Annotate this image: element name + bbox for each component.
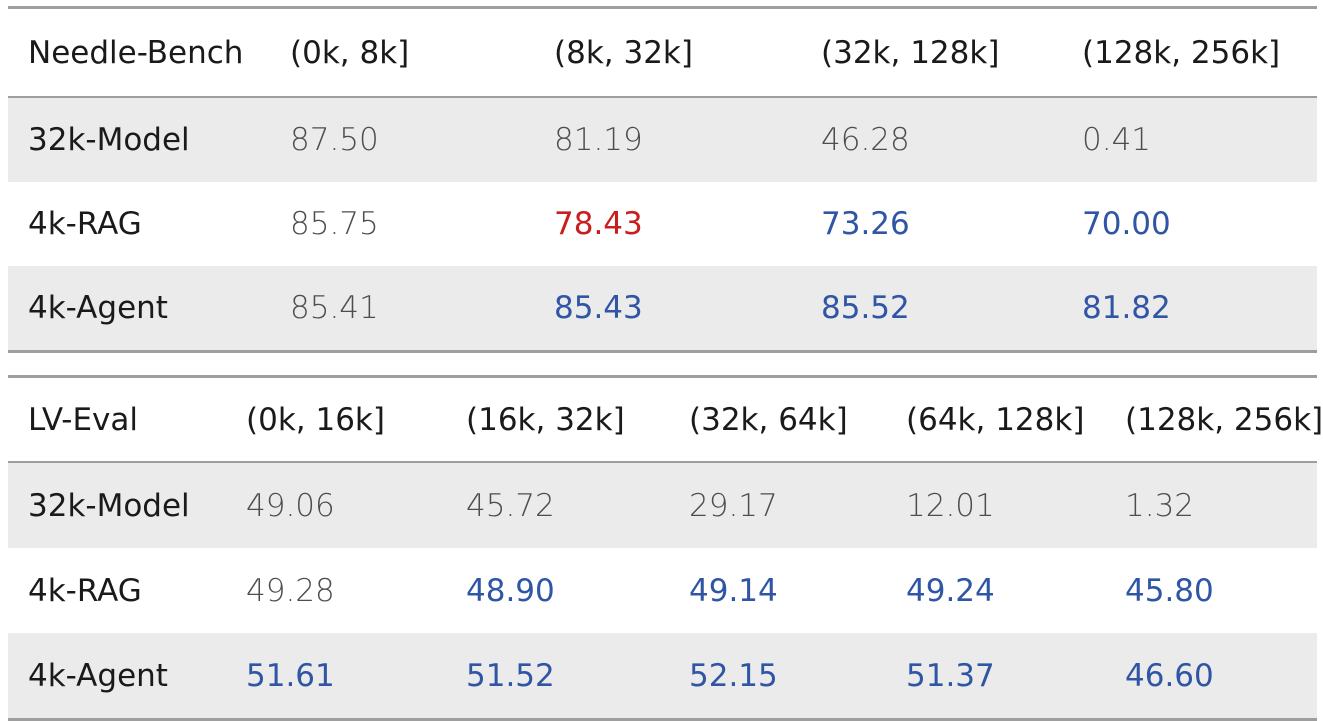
table-row: 32k-Model 87.50 81.19 46.28 0.41 xyxy=(8,98,1317,182)
table-cell: 78.43 xyxy=(554,206,643,242)
table-cell: 49.14 xyxy=(689,572,778,609)
table-header-rule xyxy=(8,96,1317,98)
table-cell: 81.82 xyxy=(1082,290,1171,326)
header-cell: (32k, 64k] xyxy=(689,401,848,438)
table-cell: 46.28 xyxy=(821,122,910,158)
table-cell: 48.90 xyxy=(466,572,555,609)
table-row: 4k-Agent 51.61 51.52 52.15 51.37 46.60 xyxy=(8,633,1317,718)
table-top-rule xyxy=(8,6,1317,9)
table-cell: 12.01 xyxy=(906,487,995,524)
table-header-rule xyxy=(8,461,1317,463)
table-top-rule xyxy=(8,375,1317,378)
table-cell: 45.80 xyxy=(1125,572,1214,609)
row-label: 4k-Agent xyxy=(28,657,168,694)
header-cell: (0k, 8k] xyxy=(290,34,410,71)
header-cell: (32k, 128k] xyxy=(821,34,1000,71)
header-cell: (128k, 256k] xyxy=(1125,401,1323,438)
header-cell: (128k, 256k] xyxy=(1082,34,1281,71)
table-cell: 29.17 xyxy=(689,487,778,524)
table-cell: 49.28 xyxy=(246,572,335,609)
table-cell: 85.41 xyxy=(290,290,379,326)
table-cell: 51.52 xyxy=(466,657,555,694)
header-cell: LV-Eval xyxy=(28,401,138,438)
table-cell: 85.43 xyxy=(554,290,643,326)
row-label: 4k-Agent xyxy=(28,290,168,326)
row-label: 32k-Model xyxy=(28,487,190,524)
table-cell: 1.32 xyxy=(1125,487,1195,524)
header-cell: (64k, 128k] xyxy=(906,401,1085,438)
table-cell: 49.24 xyxy=(906,572,995,609)
header-cell: (0k, 16k] xyxy=(246,401,385,438)
table-cell: 0.41 xyxy=(1082,122,1152,158)
table-header-row: Needle-Bench (0k, 8k] (8k, 32k] (32k, 12… xyxy=(8,9,1317,96)
table-cell: 85.52 xyxy=(821,290,910,326)
table-row: 4k-Agent 85.41 85.43 85.52 81.82 xyxy=(8,266,1317,350)
table-bottom-rule xyxy=(8,350,1317,353)
table-cell: 51.61 xyxy=(246,657,335,694)
lv-eval-table: LV-Eval (0k, 16k] (16k, 32k] (32k, 64k] … xyxy=(8,375,1323,721)
table-header-row: LV-Eval (0k, 16k] (16k, 32k] (32k, 64k] … xyxy=(8,378,1323,461)
table-cell: 81.19 xyxy=(554,122,643,158)
table-cell: 51.37 xyxy=(906,657,995,694)
table-row: 4k-RAG 49.28 48.90 49.14 49.24 45.80 xyxy=(8,548,1317,633)
row-label: 32k-Model xyxy=(28,122,190,158)
header-cell: (16k, 32k] xyxy=(466,401,625,438)
table-cell: 85.75 xyxy=(290,206,379,242)
header-cell: Needle-Bench xyxy=(28,34,244,71)
table-cell: 73.26 xyxy=(821,206,910,242)
table-cell: 46.60 xyxy=(1125,657,1214,694)
table-cell: 45.72 xyxy=(466,487,555,524)
table-row: 32k-Model 49.06 45.72 29.17 12.01 1.32 xyxy=(8,463,1317,548)
table-cell: 87.50 xyxy=(290,122,379,158)
table-cell: 52.15 xyxy=(689,657,778,694)
row-label: 4k-RAG xyxy=(28,572,142,609)
header-cell: (8k, 32k] xyxy=(554,34,693,71)
table-cell: 49.06 xyxy=(246,487,335,524)
table-row: 4k-RAG 85.75 78.43 73.26 70.00 xyxy=(8,182,1317,266)
table-cell: 70.00 xyxy=(1082,206,1171,242)
needle-bench-table: Needle-Bench (0k, 8k] (8k, 32k] (32k, 12… xyxy=(8,6,1317,353)
row-label: 4k-RAG xyxy=(28,206,142,242)
